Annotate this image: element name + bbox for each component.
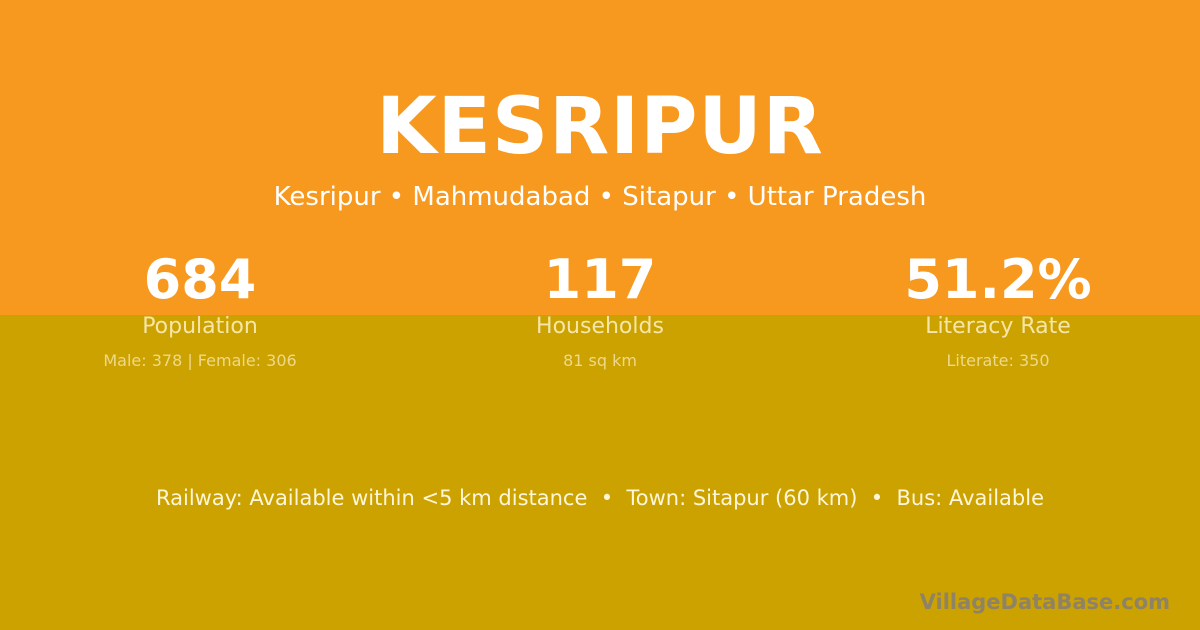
stat-label: Literacy Rate — [925, 314, 1071, 339]
footer-band — [0, 315, 1200, 630]
watermark: VillageDataBase.com — [919, 590, 1170, 614]
stat-value: 51.2% — [904, 248, 1092, 311]
stat-label: Households — [536, 314, 664, 339]
header-band — [0, 0, 1200, 315]
connectivity-info: Railway: Available within <5 km distance… — [156, 486, 1044, 510]
stat-literacy: 51.2% Literacy Rate Literate: 350 — [798, 248, 1198, 370]
page-title: KESRIPUR — [376, 82, 824, 172]
stat-detail: 81 sq km — [563, 351, 637, 370]
stat-households: 117 Households 81 sq km — [400, 248, 800, 370]
stat-detail: Literate: 350 — [946, 351, 1050, 370]
stat-detail: Male: 378 | Female: 306 — [103, 351, 297, 370]
location-breadcrumb: Kesripur • Mahmudabad • Sitapur • Uttar … — [273, 182, 927, 212]
stat-value: 684 — [143, 248, 257, 311]
stat-value: 117 — [543, 248, 657, 311]
stat-population: 684 Population Male: 378 | Female: 306 — [0, 248, 400, 370]
stat-label: Population — [142, 314, 258, 339]
